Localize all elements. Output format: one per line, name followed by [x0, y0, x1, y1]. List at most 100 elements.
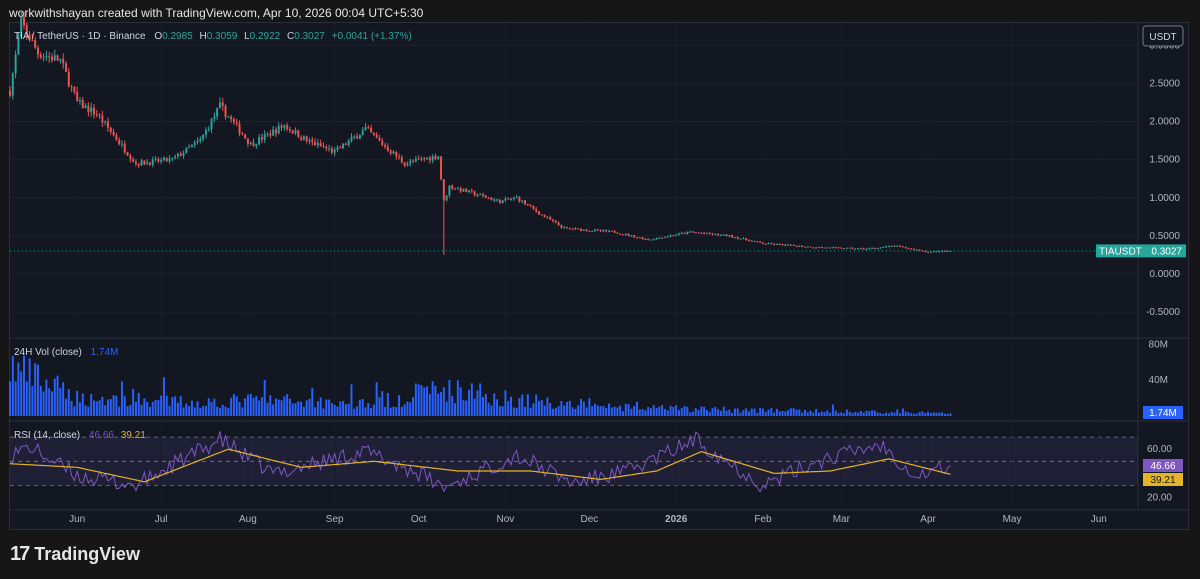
candle-body [627, 233, 630, 236]
candle-body [81, 100, 84, 109]
candle-body [935, 251, 938, 253]
volume-bar [70, 400, 73, 416]
candle-body [529, 204, 532, 206]
volume-bar [160, 395, 163, 416]
candle-body [484, 195, 487, 198]
candle-body [507, 198, 510, 200]
volume-bar [899, 413, 902, 416]
candle-body [739, 238, 742, 240]
candle-body [700, 232, 703, 234]
candle-body [459, 188, 462, 192]
candle-body [655, 237, 658, 240]
volume-bar [146, 401, 149, 416]
candle-body [384, 144, 387, 147]
volume-bar [700, 406, 703, 416]
volume-bar [115, 395, 118, 416]
volume-bar [297, 401, 300, 416]
candle-body [876, 248, 879, 250]
candle-body [834, 247, 837, 249]
candle-body [409, 160, 412, 164]
volume-bar [764, 411, 767, 416]
candle-body [719, 234, 722, 236]
candle-body [34, 40, 37, 48]
volume-bar [666, 410, 669, 416]
volume-bar [14, 381, 17, 416]
candle-body [143, 160, 146, 165]
volume-bar [440, 391, 443, 416]
volume-bar [73, 406, 76, 416]
candle-body [501, 200, 504, 204]
candle-body [134, 161, 137, 164]
candle-body [37, 47, 39, 55]
candle-body [823, 247, 826, 249]
candle-body [392, 151, 395, 154]
candle-body [308, 139, 311, 141]
volume-bar [857, 412, 860, 416]
candle-body [504, 198, 507, 201]
candle-body [532, 205, 535, 209]
volume-bar [719, 410, 722, 416]
volume-bar [87, 406, 90, 416]
volume-bar [244, 398, 247, 416]
candle-body [493, 199, 496, 201]
volume-pane[interactable] [9, 355, 952, 416]
volume-bar [705, 410, 708, 416]
candle-body [42, 56, 45, 58]
volume-bar [62, 382, 65, 416]
candle-body [109, 127, 112, 132]
candle-body [210, 118, 213, 130]
candle-body [904, 246, 907, 248]
legend-low-value: 0.2922 [250, 31, 281, 42]
candle-body [498, 199, 501, 204]
candle-body [557, 222, 560, 226]
volume-bar [406, 401, 409, 416]
candle-body [258, 137, 261, 145]
volume-bar [25, 381, 28, 416]
volume-bar [661, 404, 664, 416]
legend-high-label: H [199, 31, 206, 42]
volume-bar [627, 404, 630, 416]
volume-bar [241, 407, 244, 416]
candle-body [260, 137, 263, 140]
volume-bar [924, 413, 927, 416]
currency-button[interactable]: USDT [1142, 25, 1184, 47]
volume-bar [381, 391, 384, 416]
candle-body [146, 162, 149, 165]
rsi-pane[interactable] [9, 431, 951, 493]
volume-tag-value: 1.74M [1149, 408, 1177, 419]
candle-body [266, 133, 269, 135]
candle-body [311, 139, 314, 143]
volume-bar [188, 406, 191, 416]
time-tick-label: Jun [69, 514, 85, 525]
volume-bar [319, 397, 322, 416]
time-tick-label: Jun [1091, 514, 1107, 525]
tradingview-logo[interactable]: 17 TradingView [10, 543, 140, 566]
volume-bar [232, 394, 235, 416]
price-tick-label: 2.5000 [1149, 78, 1180, 89]
volume-bar [106, 399, 109, 416]
volume-bar [459, 387, 462, 416]
volume-bar [854, 412, 857, 416]
candle-body [431, 156, 434, 161]
candle-body [434, 156, 437, 160]
currency-label: USDT [1149, 32, 1176, 43]
volume-bar [831, 404, 834, 416]
volume-bar [171, 397, 174, 416]
volume-bar [524, 406, 526, 416]
candle-body [566, 227, 568, 229]
candle-body [9, 91, 11, 96]
candle-body [946, 250, 949, 252]
volume-bar [59, 387, 62, 416]
price-pane[interactable] [9, 10, 952, 255]
volume-bar [154, 399, 157, 416]
volume-bar [767, 409, 770, 416]
candle-body [770, 243, 773, 245]
candle-body [588, 230, 591, 232]
candle-body [118, 140, 121, 144]
candle-body [571, 228, 574, 230]
volume-bar [67, 388, 70, 416]
volume-bar [594, 403, 596, 416]
candle-body [386, 146, 389, 151]
volume-bar [39, 385, 42, 416]
